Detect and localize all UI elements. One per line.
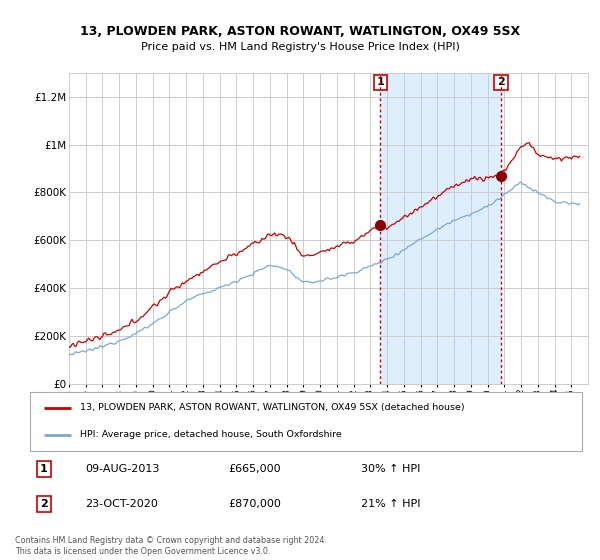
Bar: [380, 73, 501, 384]
Text: 13, PLOWDEN PARK, ASTON ROWANT, WATLINGTON, OX49 5SX: 13, PLOWDEN PARK, ASTON ROWANT, WATLINGT…: [80, 25, 520, 38]
Text: 09-AUG-2013: 09-AUG-2013: [85, 464, 160, 474]
FancyBboxPatch shape: [30, 392, 582, 451]
Text: Price paid vs. HM Land Registry's House Price Index (HPI): Price paid vs. HM Land Registry's House …: [140, 42, 460, 52]
Text: 13, PLOWDEN PARK, ASTON ROWANT, WATLINGTON, OX49 5SX (detached house): 13, PLOWDEN PARK, ASTON ROWANT, WATLINGT…: [80, 403, 464, 412]
Text: £870,000: £870,000: [229, 499, 281, 509]
Text: 1: 1: [377, 77, 384, 87]
Text: £665,000: £665,000: [229, 464, 281, 474]
Text: 2: 2: [497, 77, 505, 87]
Text: 30% ↑ HPI: 30% ↑ HPI: [361, 464, 421, 474]
Text: 21% ↑ HPI: 21% ↑ HPI: [361, 499, 421, 509]
Text: 23-OCT-2020: 23-OCT-2020: [85, 499, 158, 509]
Text: Contains HM Land Registry data © Crown copyright and database right 2024.
This d: Contains HM Land Registry data © Crown c…: [15, 536, 327, 556]
Text: 2: 2: [40, 499, 47, 509]
Text: HPI: Average price, detached house, South Oxfordshire: HPI: Average price, detached house, Sout…: [80, 431, 341, 440]
Text: 1: 1: [40, 464, 47, 474]
